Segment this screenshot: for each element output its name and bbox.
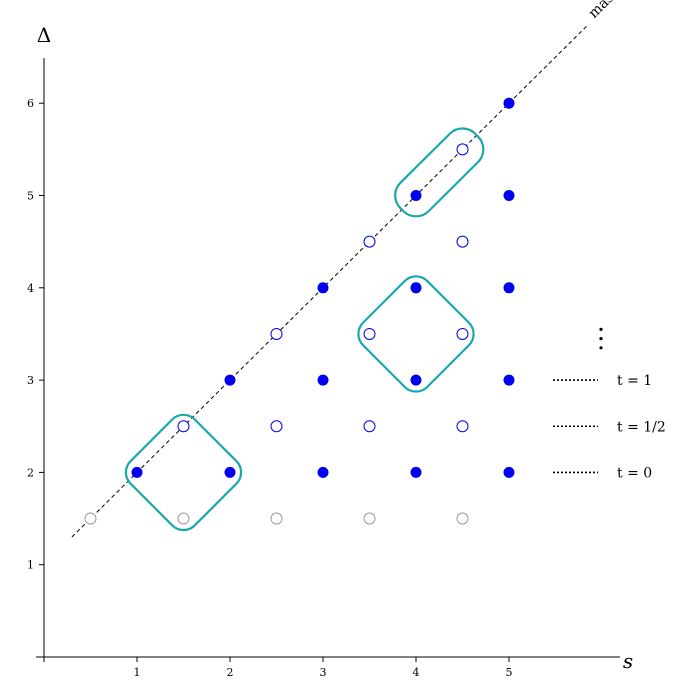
y-tick-label: 1 — [27, 559, 34, 572]
y-tick-label: 5 — [27, 190, 34, 203]
filled-point — [410, 374, 422, 386]
axes: s Δ — [36, 23, 633, 673]
filled-point — [503, 97, 515, 109]
y-tick-label: 2 — [27, 466, 34, 479]
filled-point — [503, 374, 515, 386]
x-tick-label: 4 — [413, 666, 420, 679]
open-blue-point — [270, 327, 283, 340]
y-tick-label: 3 — [27, 374, 34, 387]
x-axis-title: s — [623, 649, 633, 673]
open-blue-point — [177, 420, 190, 433]
y-tick-label: 4 — [27, 282, 34, 295]
x-tick-label: 5 — [506, 666, 513, 679]
filled-point — [503, 466, 515, 478]
group-diamond-outline — [357, 275, 475, 393]
ticks: 1 2 3 4 5 1 2 3 4 5 6 — [27, 97, 513, 679]
open-blue-point — [456, 420, 469, 433]
filled-point — [410, 466, 422, 478]
open-gray-point — [270, 512, 283, 525]
more-dots — [599, 346, 603, 350]
filled-point — [317, 374, 329, 386]
y-axis-title: Δ — [37, 23, 51, 47]
massless-line: massless — [71, 0, 642, 538]
x-tick-label: 1 — [134, 666, 141, 679]
massless-label: massless — [586, 0, 642, 22]
group-capsule-outline — [394, 127, 485, 218]
open-blue-point — [363, 420, 376, 433]
open-gray-point — [84, 512, 97, 525]
more-dots — [599, 327, 603, 331]
open-blue-point — [270, 420, 283, 433]
open-gray-point — [456, 512, 469, 525]
legend-label: t = 0 — [617, 465, 652, 481]
more-dots — [599, 336, 603, 341]
filled-point — [224, 466, 236, 478]
legend: t = 1 t = 1/2 t = 0 — [553, 327, 666, 481]
open-blue-point — [363, 327, 376, 340]
legend-label: t = 1 — [617, 373, 652, 389]
open-gray-point — [363, 512, 376, 525]
filled-point — [410, 282, 422, 294]
group-diamond-outline — [124, 413, 243, 532]
filled-point — [131, 466, 143, 478]
filled-point — [503, 282, 515, 294]
legend-label: t = 1/2 — [617, 419, 666, 435]
massless-diagonal — [71, 24, 589, 538]
x-tick-label: 2 — [227, 666, 234, 679]
data-points — [84, 97, 515, 525]
x-tick-label: 3 — [320, 666, 327, 679]
y-tick-label: 6 — [27, 97, 34, 110]
filled-point — [317, 466, 329, 478]
open-blue-point — [456, 327, 469, 340]
group-outlines — [124, 127, 485, 532]
filled-point — [503, 190, 515, 201]
filled-point — [224, 374, 236, 386]
open-blue-point — [456, 143, 469, 156]
open-blue-point — [456, 235, 469, 248]
open-gray-point — [177, 512, 190, 525]
filled-point — [317, 282, 329, 294]
open-blue-point — [363, 235, 376, 248]
filled-point — [410, 190, 422, 201]
